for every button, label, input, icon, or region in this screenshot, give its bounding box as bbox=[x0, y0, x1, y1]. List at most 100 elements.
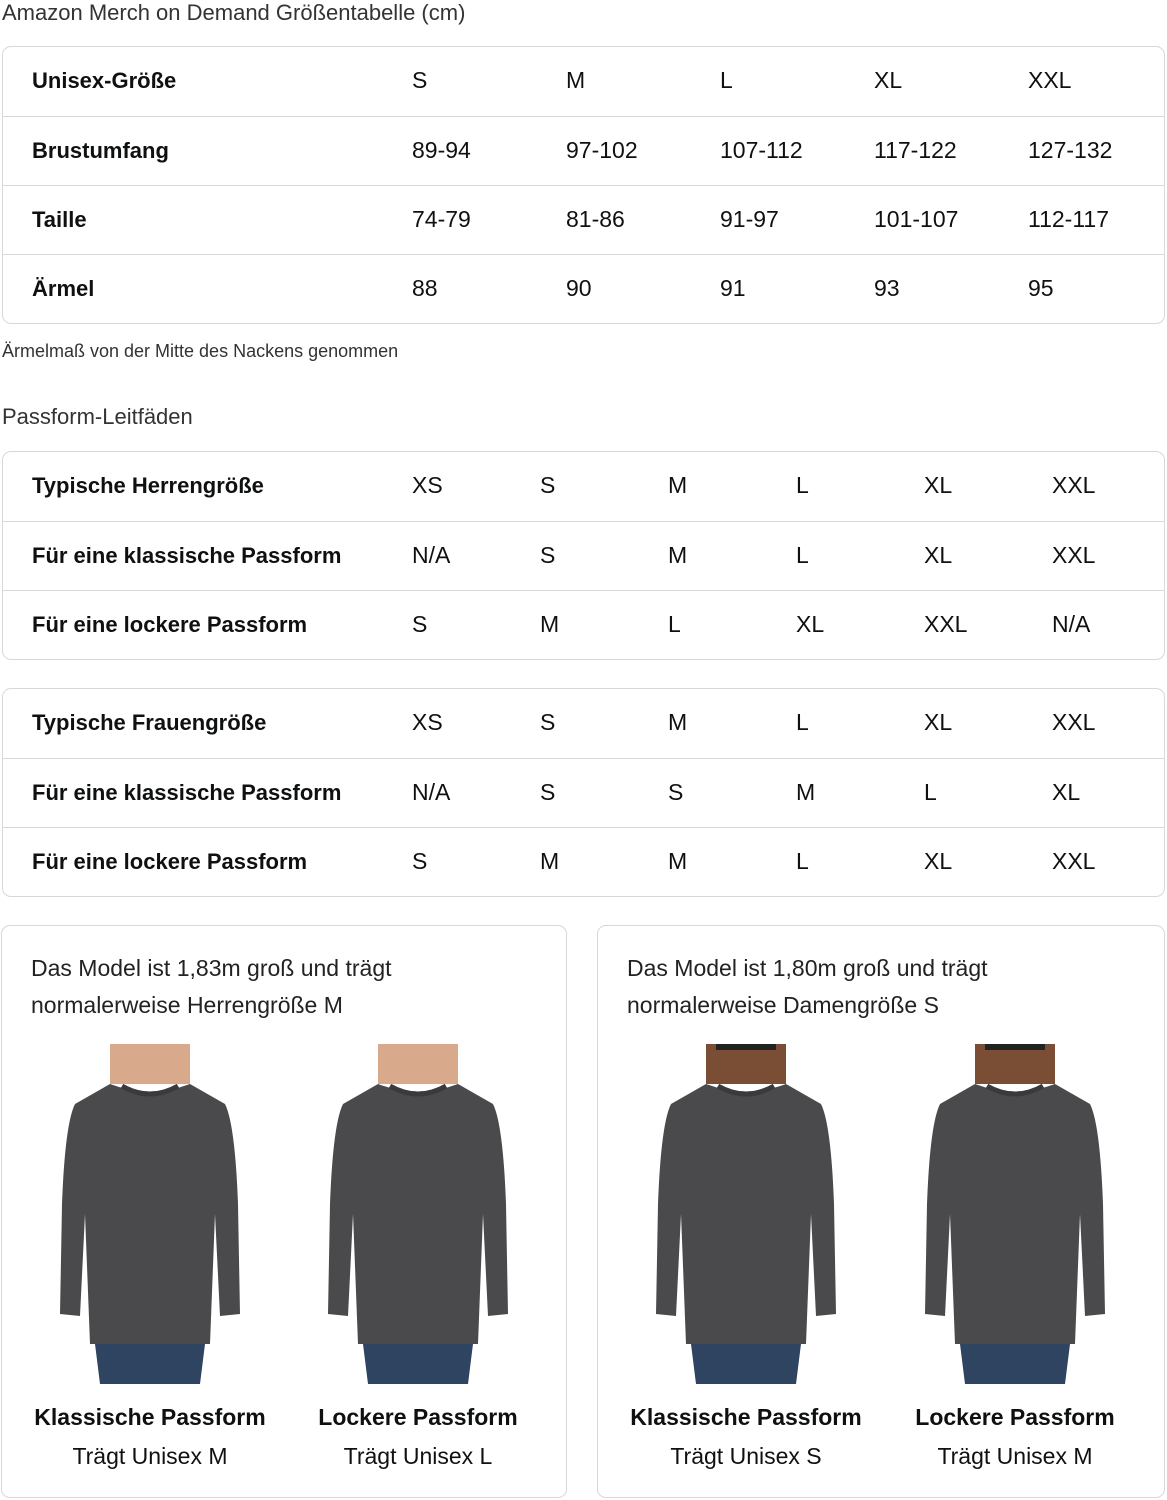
model-photo bbox=[915, 1044, 1115, 1384]
table-cell: M bbox=[668, 542, 688, 568]
table-cell: L bbox=[668, 611, 681, 637]
table-cell: 88 bbox=[412, 275, 438, 301]
table-cell: S bbox=[540, 542, 556, 568]
table-cell: M bbox=[540, 848, 560, 874]
table-row: Taille 74-79 81-86 91-97 101-107 112-117 bbox=[3, 185, 1164, 254]
table-cell: 91-97 bbox=[720, 206, 779, 232]
table-row: Für eine lockere Passform S M L XL XXL N/A bbox=[3, 590, 1164, 659]
table-cell: 95 bbox=[1028, 275, 1054, 301]
row-label: Typische Herrengröße bbox=[32, 473, 264, 498]
row-label: Für eine klassische Passform bbox=[32, 780, 342, 805]
row-label: Für eine lockere Passform bbox=[32, 612, 308, 637]
table-cell: 89-94 bbox=[412, 137, 471, 163]
table-cell: S bbox=[412, 611, 428, 637]
row-label: Für eine klassische Passform bbox=[32, 543, 342, 568]
table-row: Ärmel 88 90 91 93 95 bbox=[3, 254, 1164, 323]
table-cell: XL bbox=[924, 542, 953, 568]
table-cell: XXL bbox=[1028, 67, 1072, 93]
row-label: Unisex-Größe bbox=[32, 68, 177, 93]
table-row: Typische Frauengröße XS S M L XL XXL bbox=[3, 689, 1164, 758]
table-cell: XS bbox=[412, 709, 443, 735]
table-cell: S bbox=[412, 67, 428, 93]
table-cell: XL bbox=[924, 709, 953, 735]
description-line: normalerweise Damengröße S bbox=[627, 992, 939, 1018]
model-photo bbox=[646, 1044, 846, 1384]
fit-title: Klassische Passform bbox=[34, 1404, 266, 1430]
table-cell: XL bbox=[1052, 779, 1081, 805]
fit-size: Trägt Unisex L bbox=[343, 1443, 493, 1469]
size-table: Unisex-Größe S M L XL XXL Brustumfang 89-94 97-1… bbox=[2, 46, 1165, 324]
description-line: Das Model ist 1,83m groß und trägt bbox=[31, 955, 392, 981]
table-cell: XL bbox=[874, 67, 903, 93]
table-cell: 117-122 bbox=[874, 137, 957, 163]
fit-heading: Passform-Leitfäden bbox=[2, 404, 193, 429]
model-photo bbox=[50, 1044, 250, 1384]
women-model-card: Das Model ist 1,80m groß und trägt normal… bbox=[597, 925, 1165, 1498]
table-cell: N/A bbox=[412, 542, 451, 568]
table-cell: XS bbox=[412, 472, 443, 498]
page-title: Amazon Merch on Demand Größentabelle (cm… bbox=[2, 0, 466, 25]
fit-size: Trägt Unisex M bbox=[937, 1443, 1093, 1469]
table-cell: L bbox=[796, 472, 809, 498]
table-cell: XXL bbox=[1052, 542, 1096, 568]
table-cell: XL bbox=[924, 472, 953, 498]
model-photo bbox=[318, 1044, 518, 1384]
table-cell: 112-117 bbox=[1028, 206, 1109, 232]
fit-title: Lockere Passform bbox=[915, 1404, 1115, 1430]
men-model-card: Das Model ist 1,83m groß und trägt normal… bbox=[1, 925, 567, 1498]
table-cell: L bbox=[924, 779, 937, 805]
table-row: Für eine klassische Passform N/A S S M L XL bbox=[3, 758, 1164, 827]
table-cell: M bbox=[796, 779, 816, 805]
table-cell: N/A bbox=[412, 779, 451, 805]
table-cell: L bbox=[796, 709, 809, 735]
table-cell: L bbox=[796, 848, 809, 874]
table-row: Für eine lockere Passform S M M L XL XXL bbox=[3, 827, 1164, 896]
fit-title: Klassische Passform bbox=[630, 1404, 862, 1430]
table-cell: XXL bbox=[924, 611, 968, 637]
row-label: Taille bbox=[32, 207, 87, 232]
table-row: Typische Herrengröße XS S M L XL XXL bbox=[3, 452, 1164, 521]
model-description: Das Model ist 1,80m groß und trägt normal… bbox=[627, 950, 988, 1024]
table-cell: 90 bbox=[566, 275, 592, 301]
table-cell: M bbox=[540, 611, 560, 637]
table-cell: XXL bbox=[1052, 709, 1096, 735]
table-cell: M bbox=[668, 472, 688, 498]
table-cell: S bbox=[540, 472, 556, 498]
table-row: Für eine klassische Passform N/A S M L XL XXL bbox=[3, 521, 1164, 590]
table-cell: S bbox=[412, 848, 428, 874]
row-label: Typische Frauengröße bbox=[32, 710, 267, 735]
table-cell: S bbox=[540, 779, 556, 805]
row-label: Für eine lockere Passform bbox=[32, 849, 308, 874]
table-cell: XXL bbox=[1052, 848, 1096, 874]
table-cell: M bbox=[668, 709, 688, 735]
fit-size: Trägt Unisex S bbox=[670, 1443, 822, 1469]
description-line: normalerweise Herrengröße M bbox=[31, 992, 343, 1018]
table-cell: 91 bbox=[720, 275, 746, 301]
table-cell: L bbox=[796, 542, 809, 568]
table-cell: 93 bbox=[874, 275, 900, 301]
table-cell: 107-112 bbox=[720, 137, 803, 163]
table-cell: 101-107 bbox=[874, 206, 959, 232]
table-cell: 81-86 bbox=[566, 206, 625, 232]
fit-title: Lockere Passform bbox=[318, 1404, 518, 1430]
row-label: Brustumfang bbox=[32, 138, 169, 163]
sleeve-note: Ärmelmaß von der Mitte des Nackens genom… bbox=[2, 341, 399, 361]
table-row: Brustumfang 89-94 97-102 107-112 117-122 127-… bbox=[3, 116, 1164, 185]
table-cell: M bbox=[668, 848, 688, 874]
table-cell: XXL bbox=[1052, 472, 1096, 498]
table-cell: 97-102 bbox=[566, 137, 638, 163]
table-cell: XL bbox=[924, 848, 953, 874]
table-cell: S bbox=[668, 779, 684, 805]
table-row: Unisex-Größe S M L XL XXL bbox=[3, 47, 1164, 116]
table-cell: L bbox=[720, 67, 733, 93]
men-fit-table: Typische Herrengröße XS S M L XL XXL Für eine k… bbox=[2, 451, 1165, 660]
description-line: Das Model ist 1,80m groß und trägt bbox=[627, 955, 988, 981]
table-cell: N/A bbox=[1052, 611, 1091, 637]
table-cell: 127-132 bbox=[1028, 137, 1113, 163]
table-cell: S bbox=[540, 709, 556, 735]
table-cell: XL bbox=[796, 611, 825, 637]
women-fit-table: Typische Frauengröße XS S M L XL XXL Für eine k… bbox=[2, 688, 1165, 897]
table-cell: 74-79 bbox=[412, 206, 471, 232]
model-description: Das Model ist 1,83m groß und trägt normal… bbox=[31, 950, 392, 1024]
row-label: Ärmel bbox=[32, 276, 95, 301]
